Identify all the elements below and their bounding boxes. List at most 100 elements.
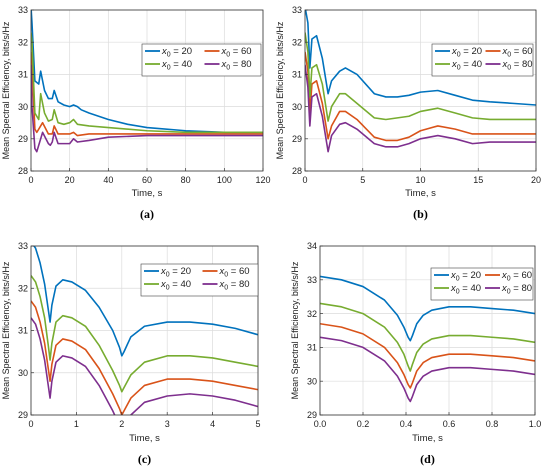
legend: x0 = 20 x0 = 60 x0 = 40 x0 = 80	[141, 43, 262, 77]
panel-caption: (c)	[138, 452, 151, 466]
y-tick-label: 29	[307, 410, 317, 420]
x-tick-label: 5	[255, 419, 260, 429]
y-tick-label: 32	[292, 37, 302, 47]
legend-label: x0 = 60	[219, 266, 250, 279]
x-tick-label: 0	[28, 419, 33, 429]
y-tick-label: 28	[18, 166, 28, 176]
series-line-b-4	[305, 64, 536, 153]
legend-label: x0 = 60	[502, 46, 533, 59]
legend-label: x0 = 40	[160, 279, 191, 292]
x-tick-label: 2	[119, 419, 124, 429]
y-tick-label: 34	[307, 241, 317, 251]
series-line-d-2	[320, 322, 535, 389]
legend-label: x0 = 80	[501, 283, 532, 296]
y-tick-label: 30	[292, 102, 302, 112]
series-line-c-3	[31, 275, 258, 393]
y-tick-label: 31	[307, 343, 317, 353]
x-tick-label: 3	[165, 419, 170, 429]
legend-label: x0 = 80	[502, 59, 533, 72]
x-tick-label: 0	[302, 175, 307, 185]
panel-b: 0 5 10 15 20 28 29 30 31 32 33 Time, s Mean Spectral…	[275, 5, 541, 221]
y-tick-label: 32	[18, 37, 28, 47]
series-line-d-1	[320, 275, 535, 342]
x-axis-label: Time, s	[405, 188, 436, 199]
y-tick-label: 32	[18, 283, 28, 293]
panel-caption: (d)	[420, 452, 435, 466]
legend: x0 = 20 x0 = 60 x0 = 40 x0 = 80	[140, 263, 259, 297]
panel-caption: (b)	[413, 207, 428, 221]
legend-label: x0 = 80	[221, 59, 252, 72]
legend-label: x0 = 40	[450, 283, 481, 296]
series-line-c-2	[31, 300, 258, 415]
panel-d: 0.0 0.2 0.4 0.6 0.8 1.0 29 30 31 32 33 34 Time, s Mea…	[290, 241, 541, 466]
series-line-a-3	[31, 32, 263, 134]
y-tick-label: 33	[292, 5, 302, 15]
y-axis-label: Mean Spectral Efficiency, bits/s/Hz	[1, 21, 11, 159]
panel-a: 0 20 40 60 80 100 120 28 29 30 31 32 33 Time, s Mean S…	[1, 5, 271, 221]
panel-c: 0 1 2 3 4 5 29 30 31 32 33 Time, s Mean Spectral Eff…	[1, 241, 261, 466]
y-tick-label: 31	[292, 70, 302, 80]
series-line-b-3	[305, 32, 536, 122]
y-tick-label: 32	[307, 309, 317, 319]
x-tick-label: 5	[360, 175, 365, 185]
legend-box	[431, 43, 534, 77]
series-line-c-1	[33, 246, 258, 357]
legend: x0 = 20 x0 = 60 x0 = 40 x0 = 80	[430, 267, 534, 301]
y-tick-label: 30	[18, 102, 28, 112]
y-axis-label: Mean Spectral Efficiency, bits/s/Hz	[1, 261, 11, 399]
legend-box	[430, 267, 534, 301]
x-tick-label: 0.0	[314, 419, 327, 429]
y-tick-label: 33	[307, 275, 317, 285]
x-tick-label: 0.2	[357, 419, 370, 429]
x-tick-label: 1.0	[529, 419, 542, 429]
y-tick-label: 29	[292, 134, 302, 144]
legend-label: x0 = 20	[451, 46, 482, 59]
legend-label: x0 = 60	[221, 46, 252, 59]
panel-caption: (a)	[140, 207, 154, 221]
x-tick-label: 80	[181, 175, 191, 185]
y-tick-label: 30	[18, 368, 28, 378]
legend-label: x0 = 60	[501, 270, 532, 283]
series-line-d-4	[320, 336, 535, 403]
x-tick-label: 15	[473, 175, 483, 185]
series-line-d-3	[320, 302, 535, 372]
legend-label: x0 = 20	[160, 266, 191, 279]
axes-frame	[319, 245, 536, 416]
y-tick-label: 33	[18, 5, 28, 15]
x-tick-label: 0.8	[486, 419, 499, 429]
x-tick-label: 120	[255, 175, 270, 185]
x-axis-label: Time, s	[129, 433, 160, 444]
y-tick-label: 30	[307, 376, 317, 386]
y-tick-label: 33	[18, 241, 28, 251]
y-tick-label: 28	[292, 166, 302, 176]
x-tick-label: 20	[531, 175, 541, 185]
y-tick-label: 29	[18, 410, 28, 420]
legend-box	[141, 43, 262, 77]
legend-label: x0 = 40	[451, 59, 482, 72]
legend-box	[140, 263, 259, 297]
x-tick-label: 10	[415, 175, 425, 185]
x-tick-label: 0	[28, 175, 33, 185]
x-tick-label: 0.4	[400, 419, 413, 429]
x-axis-label: Time, s	[412, 433, 443, 444]
series-line-a-1	[31, 10, 263, 134]
x-tick-label: 0.6	[443, 419, 456, 429]
x-tick-label: 20	[65, 175, 75, 185]
legend-label: x0 = 80	[219, 279, 250, 292]
y-axis-label: Mean Spectral Efficiency, bits/s/Hz	[275, 21, 285, 159]
x-tick-label: 40	[103, 175, 113, 185]
y-tick-label: 31	[18, 326, 28, 336]
series-line-b-1	[305, 10, 536, 106]
series-line-a-4	[31, 64, 263, 153]
y-tick-label: 31	[18, 70, 28, 80]
x-axis-label: Time, s	[132, 188, 163, 199]
legend: x0 = 20 x0 = 60 x0 = 40 x0 = 80	[431, 43, 534, 77]
x-tick-label: 1	[74, 419, 79, 429]
legend-label: x0 = 20	[450, 270, 481, 283]
series-line-b-2	[305, 51, 536, 142]
x-tick-label: 100	[217, 175, 232, 185]
series-line-a-2	[31, 51, 263, 137]
y-axis-label: Mean Spectral Efficiency, bits/s/Hz	[290, 261, 300, 399]
x-tick-label: 60	[142, 175, 152, 185]
